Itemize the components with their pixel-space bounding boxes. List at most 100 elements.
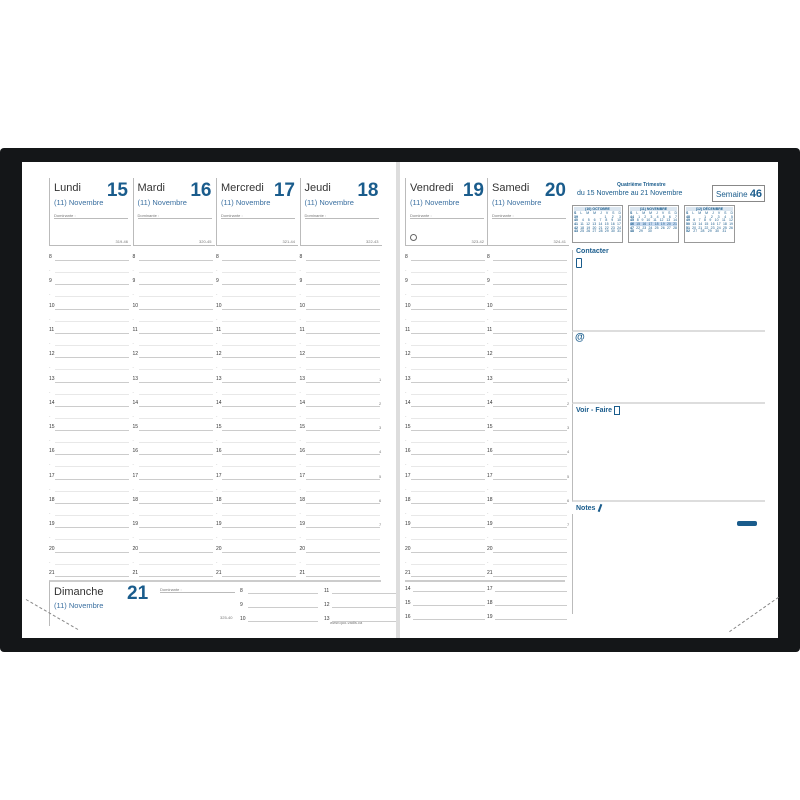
- hour-line[interactable]: [55, 551, 129, 553]
- hour-line[interactable]: [55, 527, 129, 529]
- hour-line[interactable]: [222, 308, 296, 310]
- hour-line[interactable]: [222, 430, 296, 432]
- hour-line[interactable]: [138, 478, 213, 480]
- hour-line[interactable]: [55, 503, 129, 504]
- hour-line[interactable]: [411, 405, 485, 407]
- hour-line[interactable]: [411, 381, 485, 383]
- hour-line[interactable]: [222, 527, 296, 529]
- hour-line[interactable]: [493, 284, 567, 286]
- hour-line[interactable]: [411, 575, 485, 577]
- hour-line[interactable]: [138, 260, 213, 261]
- hour-line[interactable]: [222, 551, 296, 553]
- hour-line[interactable]: [138, 284, 213, 286]
- hour-line[interactable]: [138, 381, 213, 383]
- hour-line[interactable]: [222, 357, 296, 359]
- hour-line[interactable]: [305, 575, 380, 577]
- hour-line[interactable]: [138, 357, 213, 359]
- hour-line[interactable]: [493, 575, 567, 577]
- hour-line[interactable]: [305, 527, 380, 529]
- hour-line[interactable]: [411, 284, 485, 286]
- hour-line[interactable]: [138, 405, 213, 407]
- hour-line[interactable]: [138, 503, 213, 504]
- hour-line[interactable]: [493, 405, 567, 407]
- hour-line[interactable]: [495, 605, 567, 606]
- hour-line[interactable]: [55, 430, 129, 432]
- hour-line[interactable]: [413, 619, 485, 620]
- hour-line[interactable]: [222, 478, 296, 480]
- hour-line[interactable]: [305, 332, 380, 334]
- day-header-0[interactable]: Lundi 15 (11) Novembre Dominante : 319-46: [49, 178, 131, 246]
- hour-line[interactable]: [222, 260, 296, 261]
- hour-line[interactable]: [493, 527, 567, 529]
- hour-line[interactable]: [413, 591, 485, 592]
- hour-line[interactable]: [138, 454, 213, 456]
- hour-line[interactable]: [305, 284, 380, 286]
- hour-line[interactable]: [222, 284, 296, 286]
- hour-line[interactable]: [138, 332, 213, 334]
- hour-line[interactable]: [305, 381, 380, 383]
- hour-line[interactable]: [222, 503, 296, 504]
- day-header-3[interactable]: Jeudi 18 (11) Novembre Dominante : 322-43: [299, 178, 382, 246]
- hour-line[interactable]: [411, 454, 485, 456]
- day-header-1[interactable]: Samedi 20 (11) Novembre Dominante : 324-41: [487, 178, 569, 246]
- hour-line[interactable]: [55, 357, 129, 359]
- hour-line[interactable]: [55, 405, 129, 407]
- hour-line[interactable]: [222, 381, 296, 383]
- hour-line[interactable]: [332, 607, 402, 608]
- hour-line[interactable]: [411, 308, 485, 310]
- hour-line[interactable]: [493, 308, 567, 310]
- hour-line[interactable]: [411, 478, 485, 480]
- hour-line[interactable]: [305, 478, 380, 480]
- hour-line[interactable]: [411, 332, 485, 334]
- hour-line[interactable]: [493, 503, 567, 504]
- hour-line[interactable]: [55, 478, 129, 480]
- hour-line[interactable]: [222, 332, 296, 334]
- hour-line[interactable]: [411, 357, 485, 359]
- hour-line[interactable]: [495, 619, 567, 620]
- hour-line[interactable]: [413, 605, 485, 606]
- hour-line[interactable]: [55, 454, 129, 456]
- hour-line[interactable]: [411, 527, 485, 529]
- hour-line[interactable]: [138, 308, 213, 310]
- hour-line[interactable]: [248, 621, 318, 622]
- hour-line[interactable]: [55, 332, 129, 334]
- hour-line[interactable]: [222, 454, 296, 456]
- hour-line[interactable]: [411, 260, 485, 261]
- hour-line[interactable]: [55, 260, 129, 261]
- day-header-0[interactable]: Vendredi 19 (11) Novembre Dominante : 323-42: [405, 178, 487, 246]
- hour-line[interactable]: [411, 503, 485, 504]
- hour-line[interactable]: [55, 575, 129, 577]
- hour-line[interactable]: [495, 591, 567, 592]
- hour-line[interactable]: [248, 593, 318, 594]
- hour-line[interactable]: [493, 260, 567, 261]
- hour-line[interactable]: [305, 430, 380, 432]
- hour-line[interactable]: [305, 357, 380, 359]
- hour-line[interactable]: [138, 527, 213, 529]
- hour-line[interactable]: [411, 430, 485, 432]
- hour-line[interactable]: [138, 430, 213, 432]
- hour-line[interactable]: [332, 621, 402, 622]
- hour-line[interactable]: [55, 284, 129, 286]
- hour-line[interactable]: [305, 260, 380, 261]
- hour-line[interactable]: [411, 551, 485, 553]
- hour-line[interactable]: [493, 551, 567, 553]
- hour-line[interactable]: [493, 478, 567, 480]
- day-header-2[interactable]: Mercredi 17 (11) Novembre Dominante : 321-44: [216, 178, 298, 246]
- hour-line[interactable]: [493, 430, 567, 432]
- hour-line[interactable]: [138, 575, 213, 577]
- hour-line[interactable]: [493, 381, 567, 383]
- hour-line[interactable]: [305, 454, 380, 456]
- hour-line[interactable]: [305, 405, 380, 407]
- hour-line[interactable]: [55, 381, 129, 383]
- hour-line[interactable]: [222, 575, 296, 577]
- hour-line[interactable]: [305, 551, 380, 553]
- hour-line[interactable]: [138, 551, 213, 553]
- hour-line[interactable]: [332, 593, 402, 594]
- day-header-1[interactable]: Mardi 16 (11) Novembre Dominante : 320-45: [132, 178, 215, 246]
- hour-line[interactable]: [493, 332, 567, 334]
- hour-line[interactable]: [55, 308, 129, 310]
- hour-line[interactable]: [305, 308, 380, 310]
- hour-line[interactable]: [248, 607, 318, 608]
- hour-line[interactable]: [493, 357, 567, 359]
- hour-line[interactable]: [222, 405, 296, 407]
